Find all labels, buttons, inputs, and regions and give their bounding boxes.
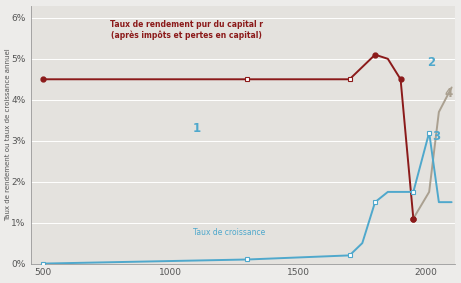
Text: 4: 4 [444,87,453,100]
Y-axis label: Taux de rendement ou taux de croissance annuel: Taux de rendement ou taux de croissance … [6,48,12,221]
Text: 1: 1 [192,122,201,135]
Text: 2: 2 [426,56,435,69]
Text: Taux de rendement pur du capital r
(après impôts et pertes en capital): Taux de rendement pur du capital r (aprè… [110,20,263,40]
Text: 3: 3 [432,130,440,143]
Text: Taux de croissance: Taux de croissance [194,228,266,237]
